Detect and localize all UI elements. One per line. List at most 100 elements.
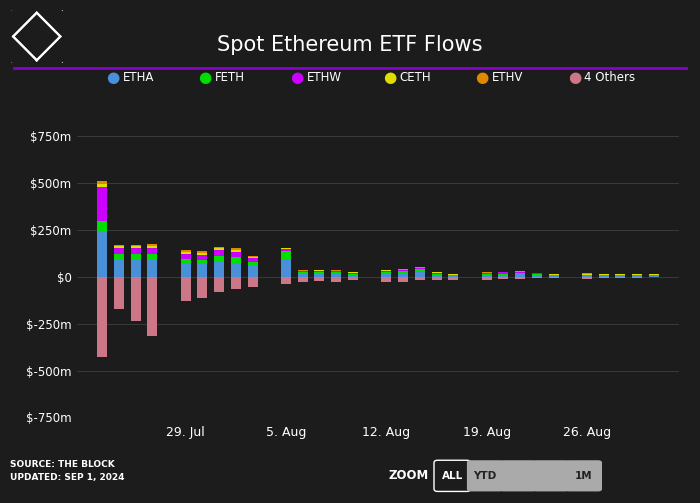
Bar <box>97 231 107 277</box>
Text: ETHV: ETHV <box>492 71 524 85</box>
Bar <box>197 252 207 253</box>
Bar <box>415 269 425 271</box>
Bar <box>214 256 224 262</box>
Bar <box>314 273 325 277</box>
Bar <box>314 272 325 273</box>
Text: 4 Others: 4 Others <box>584 71 636 85</box>
Text: FETH: FETH <box>215 71 245 85</box>
Bar <box>130 244 141 246</box>
Bar <box>348 273 358 274</box>
Bar <box>97 277 107 358</box>
Bar <box>114 254 124 259</box>
Bar <box>598 275 609 276</box>
Bar <box>231 250 241 252</box>
Bar <box>147 277 158 336</box>
Bar <box>549 276 559 277</box>
Bar <box>231 277 241 289</box>
Bar <box>398 270 408 271</box>
Bar <box>331 271 341 272</box>
Bar <box>214 250 224 256</box>
Text: ●: ● <box>568 70 581 86</box>
Text: ZOOM: ZOOM <box>389 469 428 482</box>
Text: ALL: ALL <box>442 471 463 481</box>
Bar <box>197 255 207 260</box>
Bar <box>598 276 609 277</box>
Bar <box>114 244 124 246</box>
Bar <box>532 274 542 275</box>
Bar <box>214 248 224 250</box>
Bar <box>97 184 107 187</box>
Bar <box>582 276 592 277</box>
Bar <box>632 276 642 277</box>
Bar <box>431 272 442 273</box>
Bar <box>348 275 358 277</box>
Bar <box>431 277 442 280</box>
Text: ●: ● <box>290 70 304 86</box>
Bar <box>382 271 391 272</box>
Bar <box>147 248 158 254</box>
Bar <box>348 272 358 273</box>
Bar <box>231 252 241 258</box>
Bar <box>348 277 358 280</box>
Bar <box>348 274 358 275</box>
Bar <box>415 271 425 277</box>
Bar <box>448 276 458 277</box>
Bar <box>649 276 659 277</box>
Bar <box>197 260 207 265</box>
Bar <box>532 273 542 274</box>
Bar <box>298 273 308 277</box>
Bar <box>214 277 224 292</box>
Text: ●: ● <box>475 70 489 86</box>
Bar <box>382 277 391 282</box>
Bar <box>197 277 207 298</box>
Bar <box>398 277 408 282</box>
Bar <box>482 275 491 277</box>
Bar <box>298 277 308 282</box>
Bar <box>431 273 442 274</box>
Bar <box>515 274 525 277</box>
Bar <box>281 249 291 252</box>
Bar <box>130 259 141 277</box>
Text: Spot Ethereum ETF Flows: Spot Ethereum ETF Flows <box>217 35 483 55</box>
Bar <box>431 274 442 275</box>
Bar <box>415 277 425 280</box>
Bar <box>331 272 341 273</box>
Bar <box>431 275 442 277</box>
Bar <box>515 272 525 273</box>
Bar <box>97 187 107 221</box>
Bar <box>214 262 224 277</box>
Bar <box>181 252 190 254</box>
Bar <box>515 277 525 279</box>
Bar <box>482 274 491 275</box>
Bar <box>130 246 141 248</box>
Bar <box>281 277 291 284</box>
Bar <box>582 275 592 276</box>
Text: CETH: CETH <box>400 71 431 85</box>
Bar <box>181 277 190 301</box>
Bar <box>248 257 258 258</box>
Bar <box>114 277 124 308</box>
Bar <box>448 277 458 280</box>
Text: ETHW: ETHW <box>307 71 342 85</box>
Bar <box>197 253 207 255</box>
Bar <box>181 259 190 264</box>
Bar <box>398 271 408 273</box>
Bar <box>231 258 241 263</box>
Bar <box>398 269 408 270</box>
Bar <box>281 252 291 259</box>
Bar <box>298 271 308 272</box>
Bar <box>248 258 258 262</box>
Bar <box>147 245 158 248</box>
Bar <box>130 254 141 259</box>
Bar <box>97 181 107 184</box>
Text: ETHA: ETHA <box>122 71 154 85</box>
Text: 1M: 1M <box>575 471 593 481</box>
Text: SOURCE: THE BLOCK
UPDATED: SEP 1, 2024: SOURCE: THE BLOCK UPDATED: SEP 1, 2024 <box>10 460 125 482</box>
Text: YTD: YTD <box>473 471 497 481</box>
Text: ●: ● <box>383 70 396 86</box>
Bar <box>147 254 158 259</box>
Bar <box>498 275 508 277</box>
Bar <box>248 262 258 266</box>
Bar <box>498 272 508 274</box>
Bar <box>314 271 325 272</box>
